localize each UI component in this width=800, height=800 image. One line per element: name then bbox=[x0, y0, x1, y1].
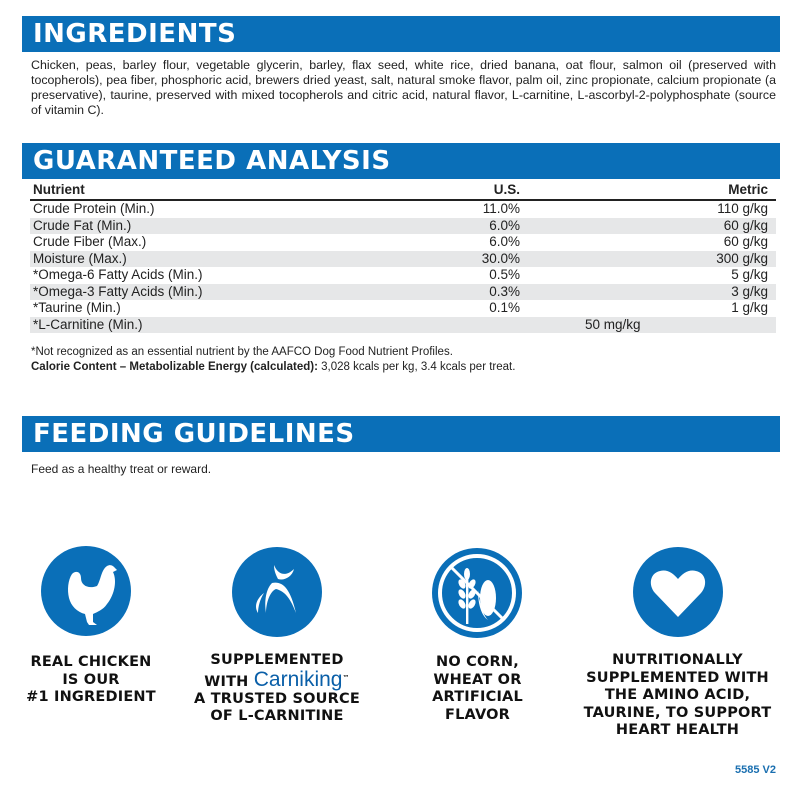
no-grain-icon bbox=[432, 548, 522, 638]
claim-carniking: SUPPLEMENTED WITH Carniking™ A TRUSTED S… bbox=[192, 652, 362, 726]
guaranteed-analysis-table: Nutrient U.S. Metric Crude Protein (Min.… bbox=[30, 181, 776, 333]
claim-line: SUPPLEMENTED bbox=[210, 652, 344, 668]
metric-cell: 110 g/kg bbox=[717, 201, 768, 216]
metric-cell: 300 g/kg bbox=[716, 250, 768, 266]
aafco-footnote: *Not recognized as an essential nutrient… bbox=[31, 346, 453, 358]
table-row: *Omega-3 Fatty Acids (Min.) 0.3% 3 g/kg bbox=[30, 283, 776, 300]
us-cell: 6.0% bbox=[489, 234, 520, 249]
claim-line: NO CORN, bbox=[436, 654, 519, 670]
claim-line: HEART HEALTH bbox=[615, 722, 740, 738]
nutrient-cell: *Omega-6 Fatty Acids (Min.) bbox=[33, 267, 203, 282]
us-cell: 0.1% bbox=[489, 300, 520, 315]
ingredients-header: INGREDIENTS bbox=[22, 16, 780, 52]
nutrient-cell: Moisture (Max.) bbox=[33, 250, 127, 266]
table-row: Crude Fat (Min.) 6.0% 60 g/kg bbox=[30, 217, 776, 234]
nutrient-cell: Crude Fat (Min.) bbox=[33, 217, 132, 233]
nutrient-cell: *Taurine (Min.) bbox=[33, 300, 121, 315]
claim-with: WITH bbox=[204, 673, 254, 690]
ingredients-text: Chicken, peas, barley flour, vegetable g… bbox=[31, 58, 776, 117]
table-row: *Omega-6 Fatty Acids (Min.) 0.5% 5 g/kg bbox=[30, 267, 776, 284]
heart-icon bbox=[633, 547, 723, 637]
guaranteed-analysis-header: GUARANTEED ANALYSIS bbox=[22, 143, 780, 179]
carniking-logo-icon bbox=[232, 547, 322, 637]
product-code: 5585 V2 bbox=[735, 764, 776, 776]
table-row: *Taurine (Min.) 0.1% 1 g/kg bbox=[30, 300, 776, 317]
metric-cell: 1 g/kg bbox=[731, 300, 768, 315]
table-row: Crude Protein (Min.) 11.0% 110 g/kg bbox=[30, 201, 776, 218]
us-cell: 0.5% bbox=[489, 267, 520, 282]
carniking-brand: Carniking bbox=[253, 667, 343, 691]
table-header: Nutrient U.S. Metric bbox=[30, 181, 776, 201]
nutrient-cell: Crude Fiber (Max.) bbox=[33, 234, 147, 249]
metric-cell: 5 g/kg bbox=[731, 267, 768, 282]
metric-cell: 60 g/kg bbox=[723, 234, 768, 249]
calorie-label: Calorie Content – Metabolizable Energy (… bbox=[31, 361, 318, 373]
calorie-content: Calorie Content – Metabolizable Energy (… bbox=[31, 360, 515, 375]
claim-line: ARTIFICIAL bbox=[432, 689, 523, 705]
column-header-us: U.S. bbox=[493, 182, 520, 197]
feeding-guidelines-header: FEEDING GUIDELINES bbox=[22, 416, 780, 452]
column-header-nutrient: Nutrient bbox=[33, 182, 85, 197]
feeding-text: Feed as a healthy treat or reward. bbox=[31, 462, 212, 476]
trademark-symbol: ™ bbox=[342, 673, 350, 682]
claim-line: FLAVOR bbox=[444, 706, 511, 723]
claim-no-corn-wheat: NO CORN, WHEAT OR ARTIFICIAL FLAVOR bbox=[410, 654, 545, 724]
us-cell: 0.3% bbox=[489, 283, 520, 299]
claim-line: IS OUR bbox=[62, 671, 120, 688]
claim-line: #1 INGREDIENT bbox=[26, 689, 156, 705]
table-row: Crude Fiber (Max.) 6.0% 60 g/kg bbox=[30, 234, 776, 251]
claim-taurine: NUTRITIONALLY SUPPLEMENTED WITH THE AMIN… bbox=[570, 652, 785, 740]
claim-line: SUPPLEMENTED WITH bbox=[586, 669, 769, 686]
claim-line: OF L-CARNITINE bbox=[210, 708, 344, 725]
nutrient-cell: *L-Carnitine (Min.) bbox=[33, 316, 143, 332]
claim-line: WITH Carniking™ bbox=[192, 667, 362, 691]
us-cell: 11.0% bbox=[482, 201, 520, 216]
claim-line: WHEAT OR bbox=[433, 671, 522, 688]
table-body: Crude Protein (Min.) 11.0% 110 g/kg Crud… bbox=[30, 201, 776, 333]
feeding-guidelines-title: FEEDING GUIDELINES bbox=[33, 419, 355, 449]
claim-line: NUTRITIONALLY bbox=[612, 652, 743, 668]
claim-line: REAL CHICKEN bbox=[30, 654, 152, 670]
column-header-metric: Metric bbox=[728, 182, 768, 197]
calorie-value: 3,028 kcals per kg, 3.4 kcals per treat. bbox=[317, 361, 516, 373]
chicken-icon bbox=[41, 546, 131, 636]
metric-cell: 3 g/kg bbox=[731, 283, 768, 299]
claim-line: THE AMINO ACID, bbox=[604, 687, 751, 703]
us-cell: 30.0% bbox=[481, 250, 520, 266]
ingredients-title: INGREDIENTS bbox=[33, 19, 237, 49]
metric-cell: 60 g/kg bbox=[723, 217, 768, 233]
us-cell: 6.0% bbox=[489, 217, 520, 233]
claim-line: A TRUSTED SOURCE bbox=[194, 690, 360, 707]
nutrient-cell: *Omega-3 Fatty Acids (Min.) bbox=[33, 283, 203, 299]
claim-line: TAURINE, TO SUPPORT bbox=[583, 704, 772, 721]
combined-value-cell: 50 mg/kg bbox=[585, 316, 641, 332]
claim-real-chicken: REAL CHICKEN IS OUR #1 INGREDIENT bbox=[16, 654, 166, 707]
table-row: *L-Carnitine (Min.) 50 mg/kg bbox=[30, 316, 776, 333]
guaranteed-analysis-title: GUARANTEED ANALYSIS bbox=[33, 146, 391, 176]
table-row: Moisture (Max.) 30.0% 300 g/kg bbox=[30, 250, 776, 267]
nutrient-cell: Crude Protein (Min.) bbox=[33, 201, 155, 216]
